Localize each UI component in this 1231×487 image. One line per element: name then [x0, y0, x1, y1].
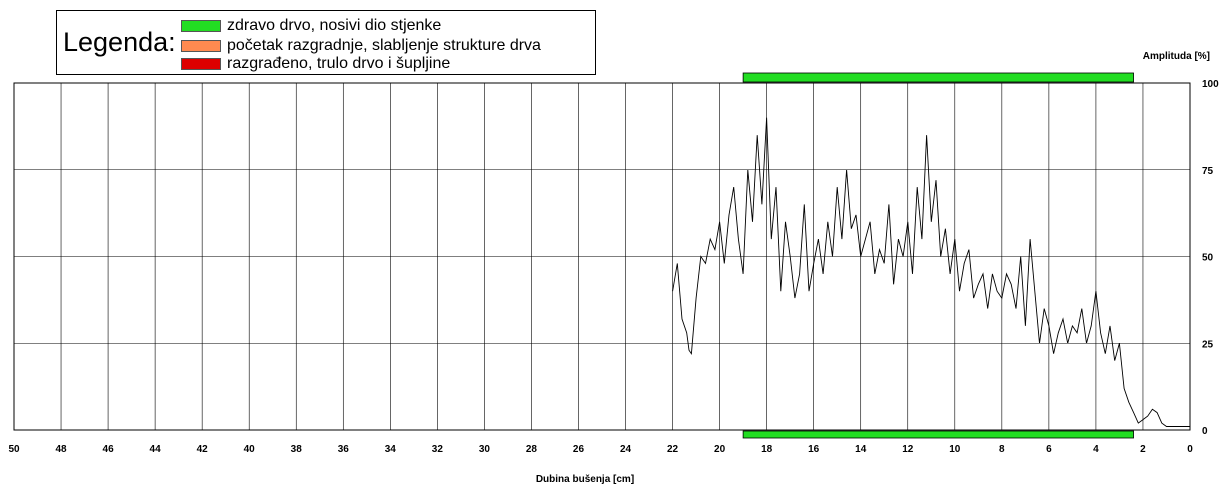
legend-item-decay-start: početak razgradnje, slabljenje strukture…	[181, 36, 541, 56]
x-tick-label-6: 6	[1046, 444, 1052, 455]
y-tick-label-100: 100	[1202, 79, 1219, 90]
x-tick-label-30: 30	[479, 444, 491, 455]
x-tick-label-10: 10	[949, 444, 961, 455]
x-tick-label-40: 40	[244, 444, 256, 455]
x-tick-label-4: 4	[1093, 444, 1099, 455]
x-tick-label-38: 38	[291, 444, 303, 455]
x-tick-label-16: 16	[808, 444, 820, 455]
x-tick-label-42: 42	[197, 444, 209, 455]
y-tick-label-25: 25	[1202, 339, 1214, 350]
legend-item-rotten: razgrađeno, trulo drvo i šupljine	[181, 54, 450, 74]
x-tick-label-46: 46	[103, 444, 115, 455]
legend-swatch-rotten	[181, 58, 221, 70]
x-tick-label-34: 34	[385, 444, 397, 455]
y-tick-label-75: 75	[1202, 166, 1214, 177]
x-tick-label-44: 44	[150, 444, 162, 455]
legend-item-healthy: zdravo drvo, nosivi dio stjenke	[181, 16, 441, 36]
x-tick-label-12: 12	[902, 444, 914, 455]
zone-bar-bottom-0	[742, 430, 1134, 439]
x-tick-label-0: 0	[1187, 444, 1193, 455]
x-tick-label-8: 8	[999, 444, 1005, 455]
y-axis-title: Amplituda [%]	[1143, 51, 1210, 62]
legend-label-rotten: razgrađeno, trulo drvo i šupljine	[227, 55, 451, 72]
legend-swatch-decay-start	[181, 40, 221, 52]
series-layer	[672, 117, 1190, 427]
x-tick-label-36: 36	[338, 444, 350, 455]
tick-labels: 50 48 46 44 42 40 38 36 34 32 30 28 26 24 22 20 18 16 14 12…	[8, 79, 1219, 455]
x-tick-label-14: 14	[855, 444, 867, 455]
y-tick-label-50: 50	[1202, 253, 1214, 264]
y-tick-label-0: 0	[1202, 426, 1208, 437]
zone-bars	[742, 72, 1134, 439]
x-tick-label-22: 22	[667, 444, 679, 455]
x-tick-label-24: 24	[620, 444, 632, 455]
x-tick-label-32: 32	[432, 444, 444, 455]
x-tick-label-2: 2	[1140, 444, 1146, 455]
legend: Legenda: zdravo drvo, nosivi dio stjenke…	[56, 10, 596, 75]
x-tick-label-20: 20	[714, 444, 726, 455]
legend-swatch-healthy	[181, 20, 221, 32]
legend-label-healthy: zdravo drvo, nosivi dio stjenke	[227, 17, 442, 34]
x-tick-label-18: 18	[761, 444, 773, 455]
x-tick-label-28: 28	[526, 444, 538, 455]
zone-bar-top-0	[742, 72, 1134, 83]
legend-label-decay-start: početak razgradnje, slabljenje strukture…	[227, 37, 541, 54]
series-line-0	[672, 117, 1190, 427]
x-tick-label-50: 50	[8, 444, 20, 455]
x-axis-title: Dubina bušenja [cm]	[536, 474, 634, 485]
grid	[13, 82, 1191, 431]
x-tick-label-26: 26	[573, 444, 585, 455]
legend-title: Legenda:	[63, 27, 176, 57]
x-tick-label-48: 48	[55, 444, 67, 455]
